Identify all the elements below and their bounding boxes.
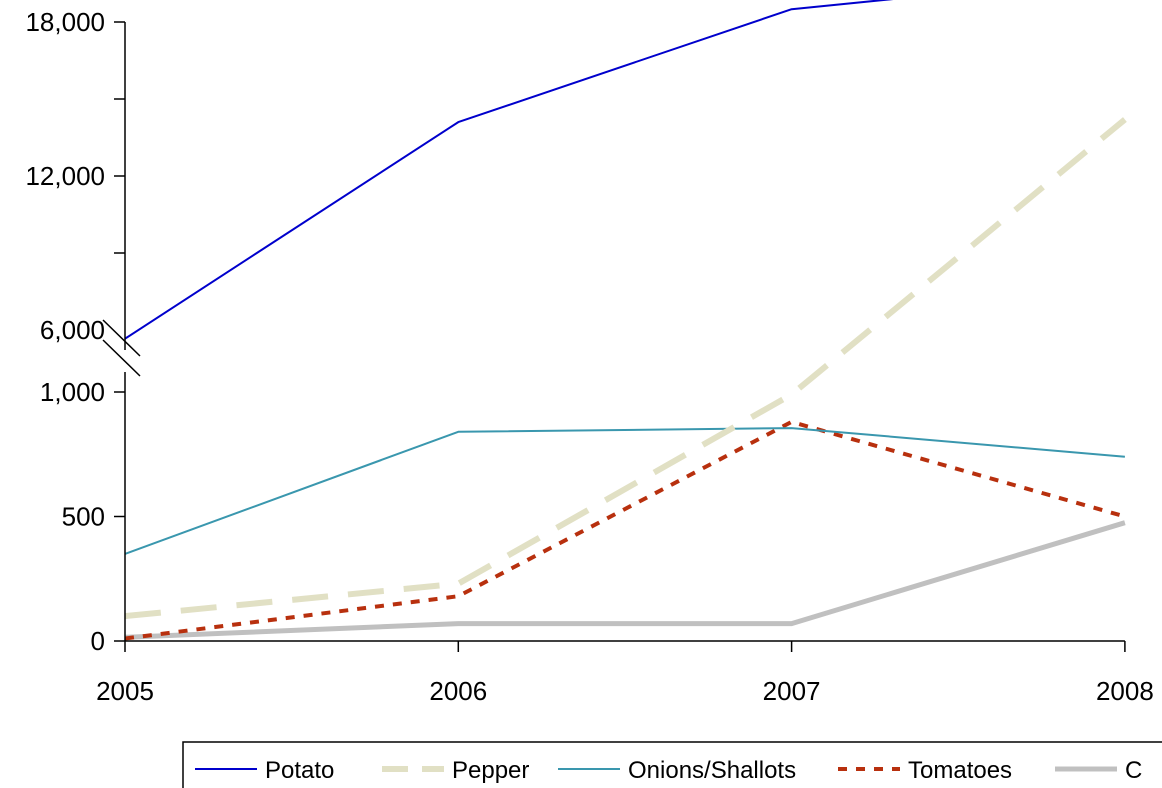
y-tick-label: 6,000: [40, 315, 105, 345]
y-tick-label: 12,000: [25, 161, 105, 191]
y-tick-label: 18,000: [25, 7, 105, 37]
legend-label-potato: Potato: [265, 757, 334, 784]
legend-label-onions-shallots: Onions/Shallots: [628, 757, 796, 784]
x-tick-label: 2005: [96, 676, 154, 706]
y-tick-label: 0: [91, 626, 105, 656]
series-line-potato: [124, 0, 894, 340]
x-tick-label: 2006: [429, 676, 487, 706]
series-line-pepper: [124, 117, 1127, 620]
axis-break-mark: [102, 319, 141, 357]
axis-break-mark: [102, 339, 141, 377]
x-tick-label: 2007: [763, 676, 821, 706]
series-line-tomatoes: [124, 419, 1126, 641]
series-line-onions-shallots: [124, 427, 1125, 555]
legend-label-c: C: [1125, 757, 1142, 784]
x-tick-label: 2008: [1096, 676, 1154, 706]
legend-box: [182, 741, 1162, 788]
y-tick-label: 500: [62, 502, 105, 532]
y-tick-label: 1,000: [40, 377, 105, 407]
series-line-c: [124, 520, 1126, 640]
legend-label-tomatoes: Tomatoes: [908, 757, 1012, 784]
legend-label-pepper: Pepper: [452, 757, 529, 784]
